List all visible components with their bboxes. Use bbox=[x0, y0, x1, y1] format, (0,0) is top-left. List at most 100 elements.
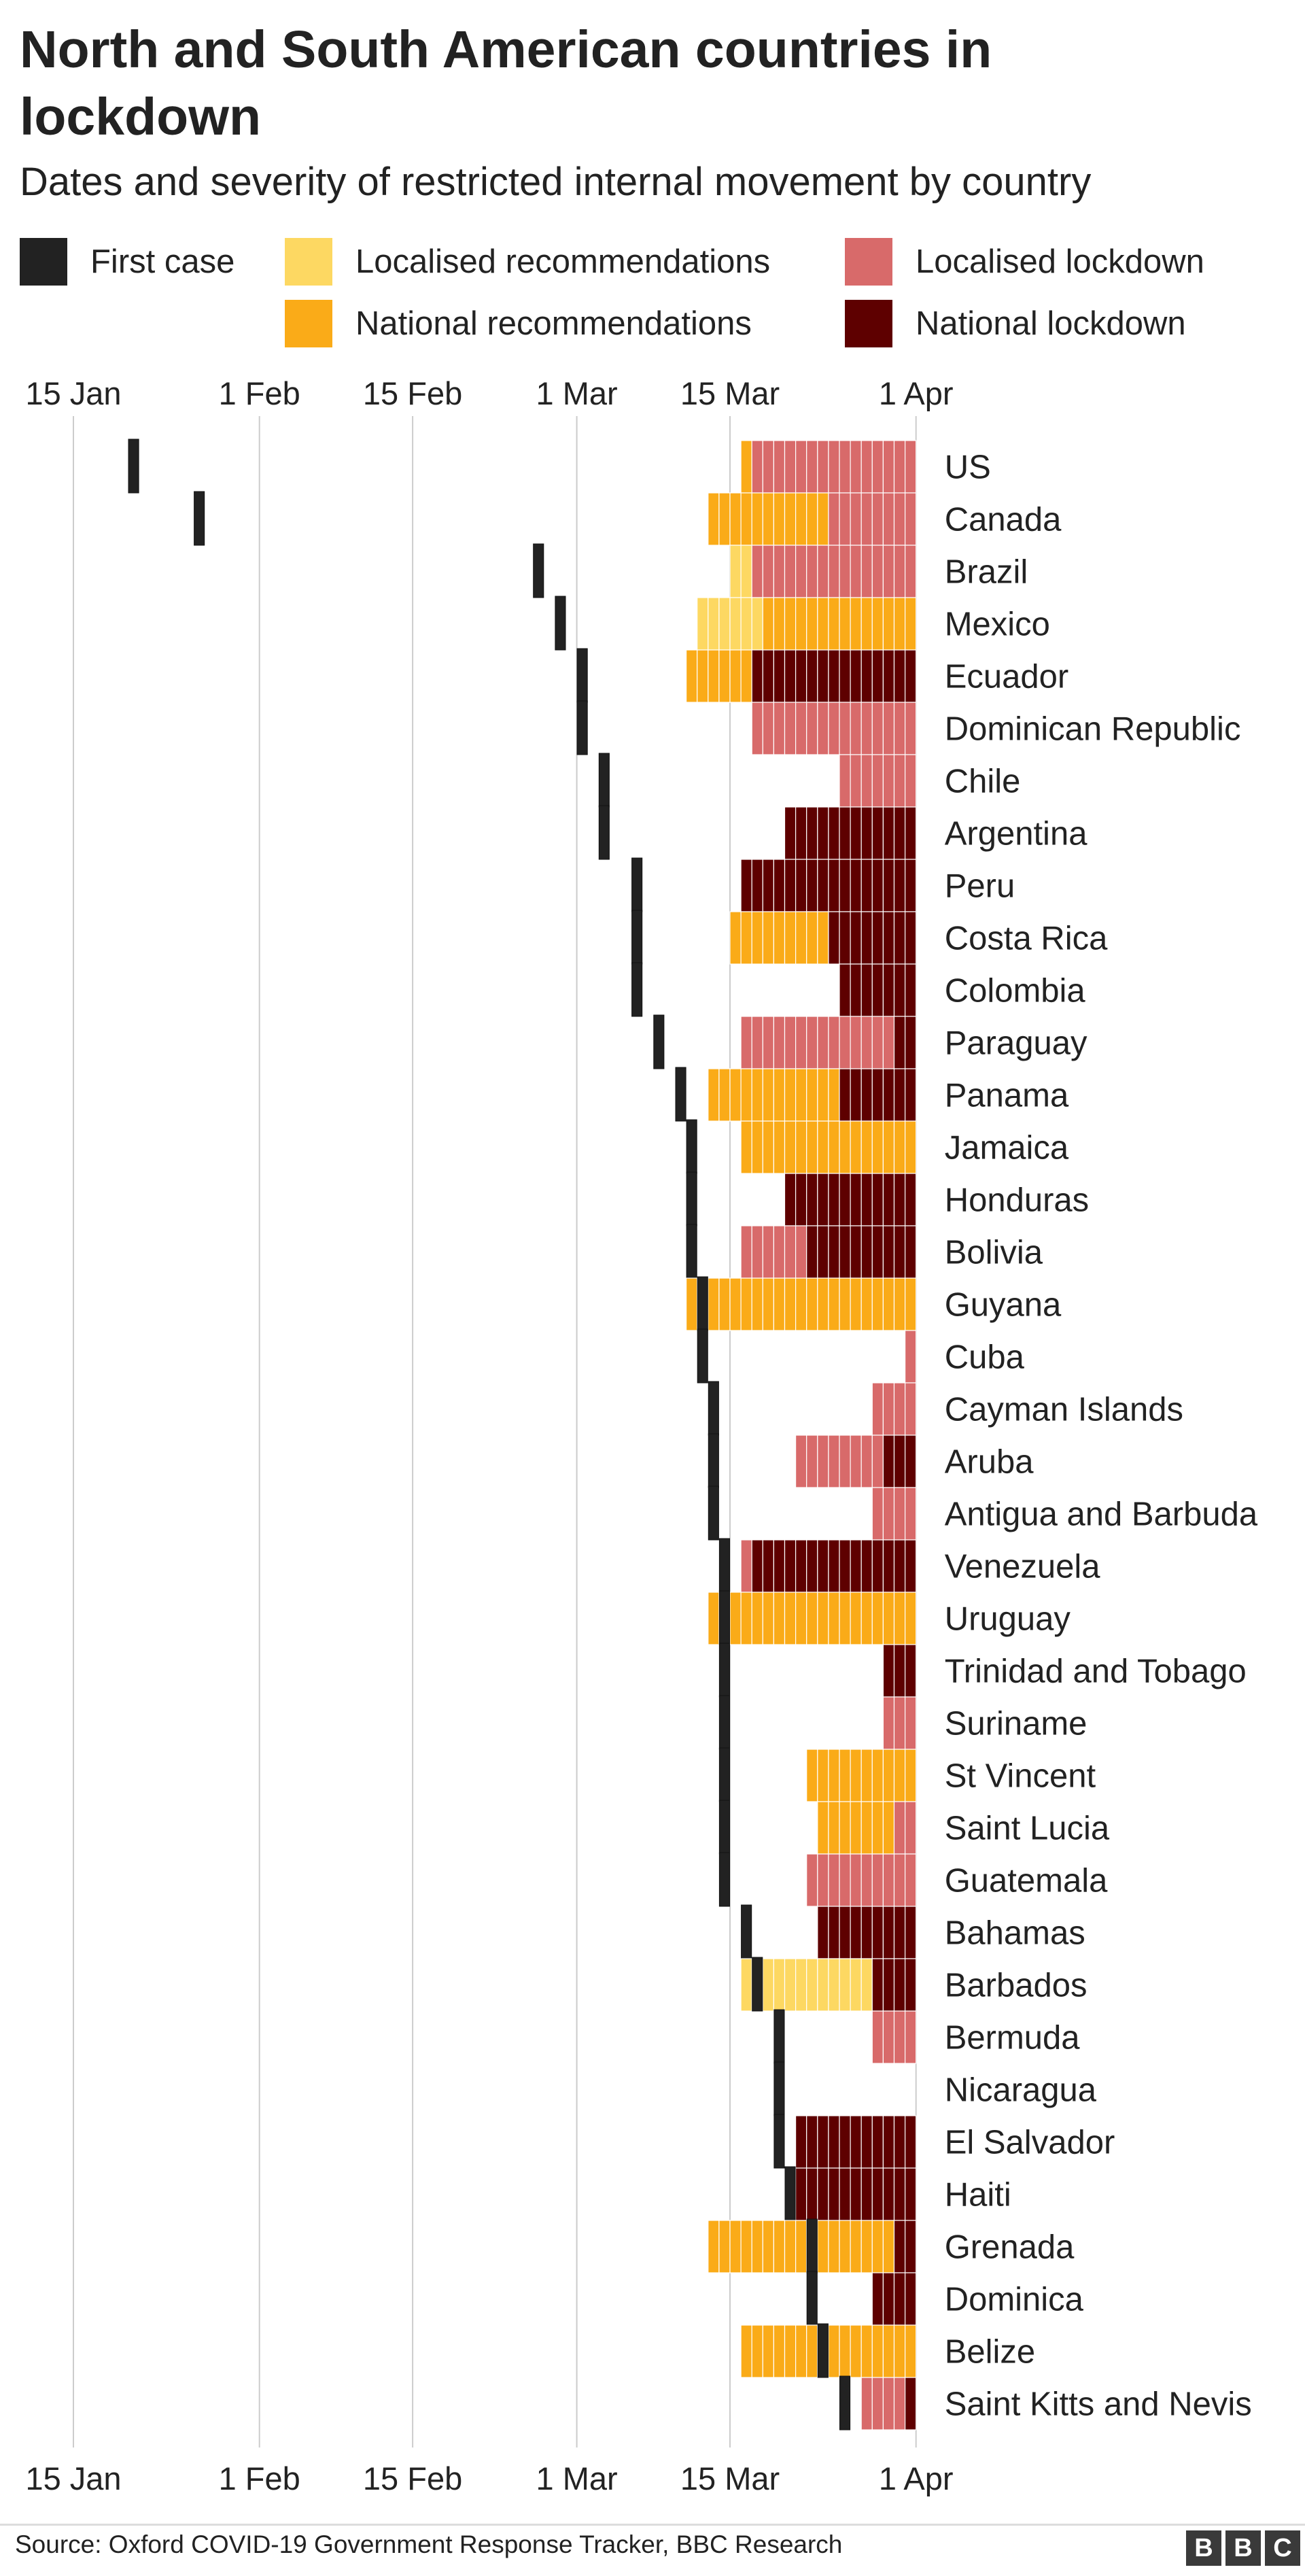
first-case-marker bbox=[576, 700, 588, 755]
day-cell-local-lock bbox=[773, 545, 786, 598]
day-cell-local-lock bbox=[882, 1382, 895, 1436]
day-cell-nat-lock bbox=[893, 649, 906, 703]
day-cell-nat-rec bbox=[839, 1749, 851, 1802]
first-case-marker bbox=[708, 1381, 719, 1436]
day-cell-local-lock bbox=[751, 545, 763, 598]
legend-label: National lockdown bbox=[916, 305, 1186, 342]
day-cell-nat-rec bbox=[762, 1277, 775, 1331]
first-case-marker bbox=[708, 1486, 719, 1541]
day-cell-nat-lock bbox=[762, 859, 775, 912]
day-cell-nat-rec bbox=[871, 1749, 884, 1802]
day-cell-nat-rec bbox=[762, 2324, 775, 2378]
day-cell-nat-lock bbox=[784, 1539, 797, 1593]
day-cell-nat-lock bbox=[773, 859, 786, 912]
day-cell-local-lock bbox=[882, 545, 895, 598]
day-cell-nat-lock bbox=[860, 1906, 873, 1959]
day-cell-nat-lock bbox=[882, 963, 895, 1017]
day-cell-nat-lock bbox=[882, 1173, 895, 1226]
country-label: El Salvador bbox=[945, 2125, 1115, 2161]
day-cell-nat-lock bbox=[860, 2115, 873, 2169]
logo-letter: B bbox=[1225, 2530, 1261, 2566]
first-case-marker bbox=[718, 1643, 731, 1698]
day-cell-nat-rec bbox=[685, 1277, 698, 1331]
day-cell-nat-rec bbox=[740, 2324, 752, 2378]
country-label: Belize bbox=[945, 2334, 1035, 2371]
day-cell-nat-lock bbox=[795, 1539, 807, 1593]
day-cell-local-lock bbox=[795, 1225, 807, 1279]
day-cell-nat-lock bbox=[839, 806, 851, 860]
day-cell-nat-lock bbox=[904, 2167, 917, 2221]
day-cell-local-rec bbox=[762, 1958, 775, 2012]
day-cell-local-lock bbox=[817, 702, 829, 755]
legend-item-first-case: First case bbox=[20, 235, 234, 289]
first-case-marker bbox=[806, 2218, 818, 2273]
day-cell-local-rec bbox=[817, 1958, 829, 2012]
day-cell-nat-lock bbox=[904, 1906, 917, 1959]
day-cell-nat-lock bbox=[871, 1539, 884, 1593]
day-cell-nat-lock bbox=[860, 2167, 873, 2221]
day-cell-local-lock bbox=[871, 440, 884, 494]
day-cell-local-rec bbox=[718, 597, 731, 651]
day-cell-nat-lock bbox=[850, 963, 862, 1017]
day-cell-nat-rec bbox=[729, 911, 742, 965]
day-cell-nat-lock bbox=[850, 1225, 862, 1279]
first-case-marker bbox=[598, 753, 610, 808]
country-label: Colombia bbox=[945, 973, 1086, 1010]
day-cell-local-lock bbox=[850, 1853, 862, 1907]
day-cell-nat-rec bbox=[871, 2220, 884, 2273]
first-case-marker bbox=[718, 1852, 731, 1907]
day-cell-local-lock bbox=[806, 1016, 818, 1069]
day-cell-nat-lock bbox=[839, 1539, 851, 1593]
day-cell-nat-rec bbox=[893, 1277, 906, 1331]
day-cell-nat-lock bbox=[751, 649, 763, 703]
country-label: Jamaica bbox=[945, 1130, 1069, 1167]
day-cell-nat-rec bbox=[904, 1277, 917, 1331]
day-cell-nat-lock bbox=[860, 1539, 873, 1593]
day-cell-local-lock bbox=[784, 1016, 797, 1069]
x-tick-label-top: 15 Feb bbox=[363, 375, 462, 411]
day-cell-local-lock bbox=[871, 2010, 884, 2064]
first-case-marker bbox=[697, 1328, 708, 1384]
first-case-marker bbox=[598, 805, 610, 860]
day-cell-nat-rec bbox=[729, 492, 742, 546]
legend-swatch bbox=[845, 300, 892, 347]
day-cell-nat-rec bbox=[762, 1120, 775, 1174]
day-cell-nat-lock bbox=[882, 2272, 895, 2326]
day-cell-nat-rec bbox=[784, 1068, 797, 1122]
day-cell-nat-rec bbox=[860, 1749, 873, 1802]
day-cell-local-lock bbox=[904, 1382, 917, 1436]
day-cell-local-lock bbox=[751, 1225, 763, 1279]
day-cell-nat-lock bbox=[882, 1539, 895, 1593]
day-cell-nat-lock bbox=[860, 911, 873, 965]
day-cell-local-lock bbox=[762, 545, 775, 598]
day-cell-local-lock bbox=[904, 702, 917, 755]
first-case-marker bbox=[773, 2061, 785, 2116]
day-cell-nat-rec bbox=[850, 1277, 862, 1331]
day-cell-nat-lock bbox=[795, 859, 807, 912]
day-cell-nat-rec bbox=[708, 1277, 720, 1331]
day-cell-nat-rec bbox=[806, 1749, 818, 1802]
day-cell-nat-lock bbox=[860, 1225, 873, 1279]
day-cell-nat-lock bbox=[817, 1906, 829, 1959]
day-cell-nat-rec bbox=[817, 1068, 829, 1122]
day-cell-local-lock bbox=[806, 1853, 818, 1907]
day-cell-nat-lock bbox=[828, 1225, 840, 1279]
chart-subtitle: Dates and severity of restricted interna… bbox=[20, 160, 1092, 204]
day-cell-nat-rec bbox=[871, 1592, 884, 1645]
day-cell-nat-lock bbox=[893, 2115, 906, 2169]
day-cell-nat-lock bbox=[817, 2115, 829, 2169]
day-cell-local-rec bbox=[860, 1958, 873, 2012]
day-cell-nat-lock bbox=[871, 649, 884, 703]
country-label: Dominican Republic bbox=[945, 711, 1241, 748]
day-cell-nat-lock bbox=[839, 1906, 851, 1959]
country-label: Haiti bbox=[945, 2177, 1011, 2214]
day-cell-nat-lock bbox=[795, 2167, 807, 2221]
day-cell-local-lock bbox=[893, 1853, 906, 1907]
day-cell-nat-rec bbox=[729, 649, 742, 703]
day-cell-nat-rec bbox=[904, 1120, 917, 1174]
day-cell-nat-rec bbox=[828, 1801, 840, 1855]
day-cell-nat-rec bbox=[784, 1592, 797, 1645]
day-cell-nat-lock bbox=[893, 1539, 906, 1593]
day-cell-local-lock bbox=[871, 2377, 884, 2431]
day-cell-local-rec bbox=[773, 1958, 786, 2012]
